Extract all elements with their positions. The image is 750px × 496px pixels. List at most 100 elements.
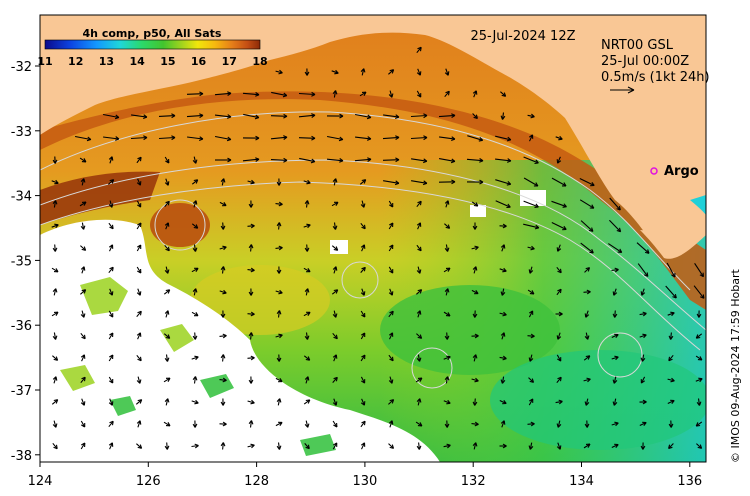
current-vector-head bbox=[333, 442, 338, 447]
current-vector-head bbox=[389, 222, 394, 228]
current-vector-head bbox=[164, 310, 170, 315]
current-vector-head bbox=[530, 421, 535, 427]
current-vector-head bbox=[250, 443, 255, 449]
mid-patch-west bbox=[190, 265, 330, 335]
current-vector bbox=[499, 356, 507, 360]
current-vector-head bbox=[562, 225, 567, 231]
current-vector-head bbox=[500, 332, 506, 337]
current-vector-head bbox=[502, 355, 507, 361]
current-vector bbox=[108, 310, 114, 318]
current-vector-head bbox=[334, 69, 339, 75]
current-vector-head bbox=[423, 135, 428, 141]
current-vector-head bbox=[109, 420, 114, 426]
current-vector-head bbox=[389, 269, 394, 274]
current-vector bbox=[471, 246, 479, 250]
current-vector-head bbox=[416, 310, 422, 315]
current-vector bbox=[383, 114, 399, 118]
current-vector-head bbox=[278, 245, 283, 251]
current-vector bbox=[299, 157, 315, 163]
current-vector bbox=[445, 244, 449, 252]
current-vector-head bbox=[220, 313, 226, 318]
current-vector-head bbox=[506, 203, 511, 209]
current-vector-head bbox=[360, 401, 366, 406]
current-vector bbox=[439, 158, 455, 162]
current-vector-head bbox=[556, 335, 562, 340]
sst-product-label: 4h comp, p50, All Sats bbox=[83, 27, 222, 40]
y-tick-label: -33 bbox=[11, 125, 32, 140]
current-vector bbox=[411, 180, 427, 184]
bathymetry-contours bbox=[40, 111, 706, 389]
current-vector-head bbox=[423, 158, 428, 164]
current-vector-head bbox=[81, 376, 86, 382]
current-vector bbox=[158, 136, 176, 140]
current-vector-head bbox=[53, 399, 59, 404]
current-vector-head bbox=[556, 159, 562, 164]
current-vector bbox=[360, 222, 366, 230]
current-vector bbox=[361, 244, 365, 252]
current-vector-head bbox=[115, 136, 120, 141]
current-vector-head bbox=[108, 291, 114, 296]
current-vector bbox=[389, 288, 393, 296]
current-vector bbox=[331, 245, 339, 251]
current-vector bbox=[219, 290, 227, 294]
current-vector bbox=[551, 177, 567, 187]
current-vector bbox=[354, 113, 372, 119]
current-vector-head bbox=[81, 201, 87, 206]
current-vector bbox=[523, 223, 539, 229]
current-vector-head bbox=[528, 310, 534, 315]
current-vector bbox=[214, 114, 232, 118]
current-vector-head bbox=[451, 179, 456, 185]
current-time-label: 25-Jul 00:00Z bbox=[601, 54, 689, 69]
current-vector bbox=[495, 135, 511, 141]
colorbar-tick-label: 15 bbox=[160, 55, 175, 68]
current-vector bbox=[333, 222, 337, 230]
current-vector-head bbox=[670, 311, 675, 317]
current-vector-head bbox=[556, 445, 562, 450]
current-vector bbox=[557, 156, 561, 164]
current-vector-head bbox=[698, 377, 703, 383]
current-vector-head bbox=[250, 311, 255, 317]
current-vector-head bbox=[502, 399, 507, 405]
current-vector bbox=[416, 244, 422, 252]
current-vector-head bbox=[472, 442, 478, 447]
current-vector bbox=[446, 332, 448, 340]
current-vector bbox=[108, 266, 114, 274]
current-vector bbox=[499, 268, 507, 272]
current-vector bbox=[109, 156, 113, 164]
current-vector bbox=[611, 334, 619, 338]
current-vector bbox=[668, 354, 674, 362]
current-vector bbox=[163, 333, 171, 339]
current-vector bbox=[158, 115, 176, 117]
current-vector bbox=[607, 243, 623, 253]
current-vector bbox=[667, 400, 675, 404]
current-vector-head bbox=[444, 200, 450, 205]
current-vector bbox=[416, 200, 422, 208]
current-vector-head bbox=[388, 291, 394, 296]
current-vector bbox=[305, 420, 309, 428]
current-vector-head bbox=[248, 203, 254, 208]
current-vector-head bbox=[306, 223, 311, 229]
current-vector-head bbox=[534, 159, 539, 165]
current-vector bbox=[499, 400, 507, 404]
current-vector-head bbox=[528, 269, 534, 274]
current-vector-head bbox=[52, 335, 58, 340]
current-vector-head bbox=[192, 288, 198, 293]
current-vector bbox=[137, 288, 141, 296]
current-vector bbox=[495, 200, 511, 208]
current-vector-head bbox=[311, 113, 316, 118]
current-vectors bbox=[51, 46, 705, 450]
current-vector bbox=[53, 332, 57, 340]
current-vector-head bbox=[417, 289, 423, 294]
current-vector bbox=[275, 70, 283, 74]
current-vector bbox=[639, 312, 647, 316]
current-vector-head bbox=[194, 312, 199, 317]
current-vector-head bbox=[108, 244, 114, 249]
current-vector-head bbox=[81, 442, 86, 448]
current-vector bbox=[247, 269, 255, 271]
current-vector bbox=[221, 178, 225, 186]
current-vector-head bbox=[81, 289, 87, 294]
current-vector-head bbox=[136, 379, 142, 384]
current-vector-head bbox=[417, 422, 423, 427]
current-vector bbox=[193, 376, 197, 384]
x-tick-label: 136 bbox=[677, 474, 702, 489]
